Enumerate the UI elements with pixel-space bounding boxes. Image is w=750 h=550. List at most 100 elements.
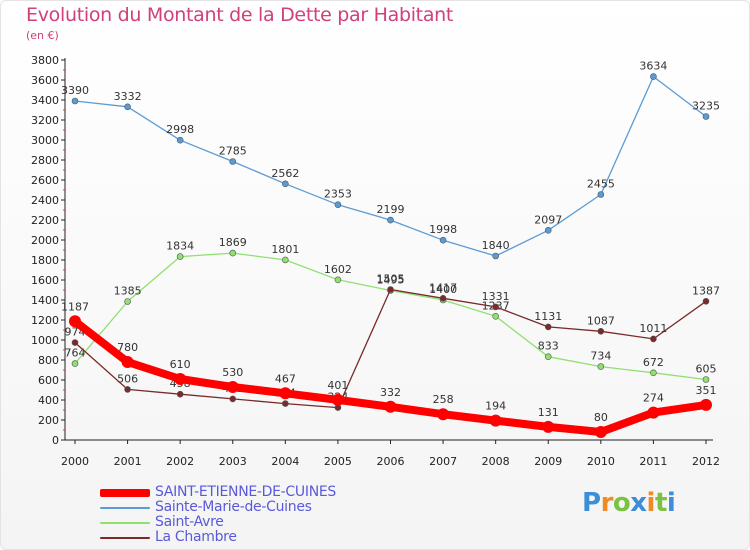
legend-item-sainte-marie-de-cuines: Sainte-Marie-de-Cuines [100, 500, 420, 515]
legend-swatch [100, 536, 150, 539]
logo-letter: r [600, 488, 614, 518]
data-label: 1801 [271, 243, 299, 256]
y-tick-label: 2000 [31, 234, 59, 247]
data-label: 1187 [61, 300, 89, 313]
data-label: 506 [117, 372, 138, 385]
data-point [437, 408, 450, 421]
data-label: 2455 [587, 178, 615, 191]
data-point [282, 180, 289, 188]
legend-label: Saint-Avre [155, 514, 224, 530]
data-label: 3235 [692, 100, 720, 113]
legend-item-saint-avre: Saint-Avre [100, 515, 420, 530]
legend-label: Sainte-Marie-de-Cuines [155, 499, 312, 515]
data-point [489, 414, 502, 427]
y-tick-label: 400 [38, 394, 59, 407]
x-tick-label: 2010 [587, 455, 615, 468]
data-label: 2353 [324, 188, 352, 201]
x-tick-label: 2006 [377, 455, 405, 468]
data-point [544, 323, 552, 331]
data-point [331, 393, 344, 406]
data-point [702, 297, 710, 305]
data-label: 2562 [271, 167, 299, 180]
legend-swatch [100, 488, 150, 497]
data-point [334, 201, 342, 208]
data-label: 1505 [377, 273, 405, 286]
data-label: 1998 [429, 223, 457, 236]
data-label: 1834 [166, 240, 194, 253]
y-tick-label: 1600 [31, 274, 59, 287]
data-point [597, 191, 605, 198]
x-tick-label: 2001 [114, 455, 142, 468]
data-label: 3634 [639, 60, 667, 73]
data-label: 2998 [166, 123, 194, 136]
data-label: 672 [643, 356, 664, 369]
y-tick-label: 800 [38, 354, 59, 367]
logo-letter: i [666, 488, 676, 518]
data-point [597, 327, 605, 335]
x-tick-label: 2011 [639, 455, 667, 468]
proxiti-logo: Proxiti [582, 488, 676, 518]
data-label: 610 [170, 358, 191, 371]
data-label: 131 [538, 406, 559, 419]
data-label: 1495 [377, 274, 405, 287]
chart-subtitle: (en €) [26, 29, 59, 42]
y-tick-label: 3800 [31, 54, 59, 67]
data-label: 3332 [114, 90, 142, 103]
data-point [542, 420, 555, 433]
data-point [124, 103, 131, 111]
data-point [492, 252, 499, 260]
data-point [544, 227, 552, 234]
data-point [226, 381, 239, 393]
data-point [492, 312, 499, 320]
x-tick-label: 2009 [534, 455, 562, 468]
data-label: 3390 [61, 84, 89, 97]
data-label: 764 [65, 347, 86, 360]
data-point [439, 236, 447, 244]
y-tick-label: 3400 [31, 94, 59, 107]
y-tick-label: 2200 [31, 214, 59, 227]
data-label: 194 [485, 400, 506, 413]
data-label: 1087 [587, 314, 615, 327]
x-tick-label: 2005 [324, 455, 352, 468]
y-tick-label: 1800 [31, 254, 59, 267]
x-tick-label: 2002 [166, 455, 194, 468]
logo-letter: x [630, 488, 647, 518]
chart-title: Evolution du Montant de la Dette par Hab… [26, 4, 454, 26]
data-point [176, 253, 184, 260]
data-point [439, 294, 447, 302]
data-label: 2199 [377, 203, 405, 216]
data-point [71, 339, 79, 346]
data-point [282, 400, 289, 407]
data-point [597, 363, 605, 370]
data-label: 1387 [692, 284, 720, 297]
y-tick-label: 3000 [31, 134, 59, 147]
data-label: 780 [117, 341, 138, 354]
y-tick-label: 3600 [31, 74, 59, 87]
x-tick-label: 2008 [482, 455, 510, 468]
data-point [334, 276, 342, 284]
data-point [71, 97, 79, 105]
data-label: 1331 [482, 290, 510, 303]
data-point [647, 406, 660, 419]
data-label: 1417 [429, 281, 457, 294]
data-point [69, 315, 81, 328]
legend-item-la-chambre: La Chambre [100, 530, 420, 545]
y-tick-label: 2800 [31, 154, 59, 167]
data-label: 605 [696, 363, 717, 376]
data-point [71, 360, 79, 367]
y-tick-label: 0 [52, 434, 59, 447]
data-point [384, 400, 397, 413]
data-label: 1869 [219, 236, 247, 249]
data-label: 833 [538, 340, 559, 353]
y-tick-label: 200 [38, 414, 59, 427]
data-point [176, 136, 184, 144]
legend-swatch [100, 506, 150, 509]
legend-swatch [100, 521, 150, 524]
data-point [121, 356, 134, 368]
data-point [229, 158, 237, 165]
data-label: 80 [594, 411, 608, 424]
data-label: 351 [696, 384, 717, 397]
y-tick-label: 2600 [31, 174, 59, 187]
data-label: 1131 [534, 310, 562, 323]
